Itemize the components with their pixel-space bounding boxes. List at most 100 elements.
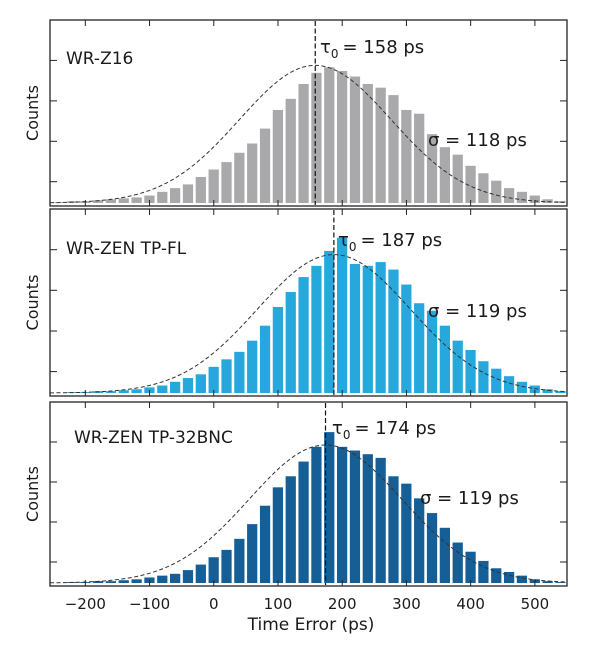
tau0-annotation: τ0 = 187 ps: [338, 230, 442, 254]
histogram-bar: [478, 560, 489, 583]
histogram-bar: [465, 349, 476, 393]
histogram-bar: [337, 446, 348, 583]
histogram-bar: [182, 184, 194, 203]
tau-symbol: τ: [332, 418, 343, 439]
histogram-bar: [131, 579, 142, 583]
histogram-bar: [285, 476, 296, 583]
histogram-bar: [298, 83, 309, 203]
tau-subscript: 0: [343, 428, 351, 442]
histogram-bar: [337, 237, 348, 393]
x-axis-label: Time Error (ps): [247, 615, 375, 635]
gaussian-fit-curve: [49, 64, 567, 204]
histogram-bar: [516, 191, 528, 203]
histogram-bar: [234, 538, 245, 583]
histogram-bar: [195, 176, 206, 203]
histogram-bar: [208, 169, 219, 203]
histogram-bar: [439, 527, 450, 583]
histogram-bar: [272, 110, 284, 203]
x-tick-label: 100: [264, 595, 293, 613]
histogram-bar: [542, 581, 553, 583]
histogram-bar: [311, 265, 322, 393]
histogram-bar: [401, 284, 412, 393]
histogram-bar: [426, 513, 438, 583]
histogram-bar: [439, 325, 450, 393]
histogram-bar: [92, 581, 104, 583]
histogram-bar: [221, 549, 232, 583]
histogram-bar: [478, 173, 489, 203]
histogram-bar: [195, 374, 206, 393]
tau-value: = 187 ps: [360, 230, 442, 251]
histogram-bar: [375, 262, 386, 393]
histogram-panel: Counts WR-ZEN TP-32BNC τ0 = 174 ps σ = 119 p…: [23, 401, 568, 587]
sigma-annotation: σ = 119 ps: [420, 488, 519, 509]
y-axis-label: Counts: [23, 85, 42, 141]
histogram-bar: [182, 570, 194, 583]
histogram-bar: [285, 292, 296, 393]
histogram-bar: [375, 457, 386, 583]
histogram-bar: [298, 461, 309, 583]
histogram-bar: [182, 378, 194, 393]
panel-label: WR-ZEN TP-FL: [66, 239, 187, 259]
histogram-bar: [491, 368, 502, 393]
histogram-bar: [259, 325, 271, 393]
histogram-bar: [503, 376, 515, 393]
histogram-panel: Counts WR-Z16 τ0 = 158 ps σ = 118 ps: [23, 19, 568, 207]
sigma-annotation: σ = 118 ps: [428, 130, 527, 151]
histogram-bar: [311, 446, 322, 583]
histogram-bar: [170, 188, 181, 203]
panel-frame: [49, 401, 568, 587]
histogram-bar: [131, 197, 142, 203]
histogram-bar: [555, 582, 566, 583]
histogram-bar: [337, 70, 348, 203]
histogram-bar: [452, 154, 463, 203]
histogram-bar: [542, 389, 553, 393]
panel-label: WR-ZEN TP-32BNC: [74, 428, 233, 448]
histogram-bar: [105, 581, 117, 583]
x-tick-label: −200: [65, 595, 106, 613]
histogram-bar: [503, 571, 515, 583]
histogram-bar: [247, 524, 258, 583]
histogram-bar: [259, 505, 271, 583]
histogram-bar: [414, 498, 425, 583]
gaussian-fit-curve: [49, 254, 567, 394]
histogram-bar: [118, 390, 129, 393]
histogram-bar: [208, 557, 219, 583]
histogram-bar: [105, 199, 117, 203]
x-tick-label: 0: [209, 595, 219, 613]
histogram-bar: [414, 303, 425, 393]
tau-value: = 158 ps: [342, 37, 424, 58]
histogram-bar: [247, 340, 258, 393]
histogram-bar: [234, 152, 245, 203]
histogram-bar: [144, 195, 155, 203]
x-tick-label: 400: [456, 595, 485, 613]
tau-subscript: 0: [349, 240, 357, 254]
panel-frame: [49, 208, 568, 397]
histogram-bar: [247, 143, 258, 203]
histogram-bar: [272, 487, 284, 583]
histogram-bar: [118, 198, 129, 203]
x-tick-label: −100: [129, 595, 170, 613]
histogram-bar: [349, 450, 361, 583]
histogram-bar: [426, 134, 438, 203]
histogram-bar: [516, 381, 528, 393]
histogram-bar: [234, 351, 245, 393]
y-axis-label: Counts: [23, 275, 42, 331]
histogram-bar: [414, 113, 425, 203]
tau-value: = 174 ps: [354, 418, 436, 439]
histogram-bar: [157, 575, 168, 583]
histogram-bar: [452, 542, 463, 583]
tau0-annotation: τ0 = 174 ps: [332, 418, 436, 442]
histogram-bar: [401, 483, 412, 583]
histogram-bar: [157, 385, 168, 393]
histogram-bar: [195, 564, 206, 583]
histogram-bar: [131, 389, 142, 393]
x-tick-label: 300: [392, 595, 421, 613]
histogram-bar: [349, 263, 361, 393]
tau0-annotation: τ0 = 158 ps: [320, 37, 424, 61]
histogram-bar: [349, 76, 361, 203]
histogram-bar: [362, 454, 373, 583]
histogram-bar: [426, 310, 438, 393]
histogram-bar: [529, 385, 540, 393]
histogram-bar: [516, 575, 528, 583]
